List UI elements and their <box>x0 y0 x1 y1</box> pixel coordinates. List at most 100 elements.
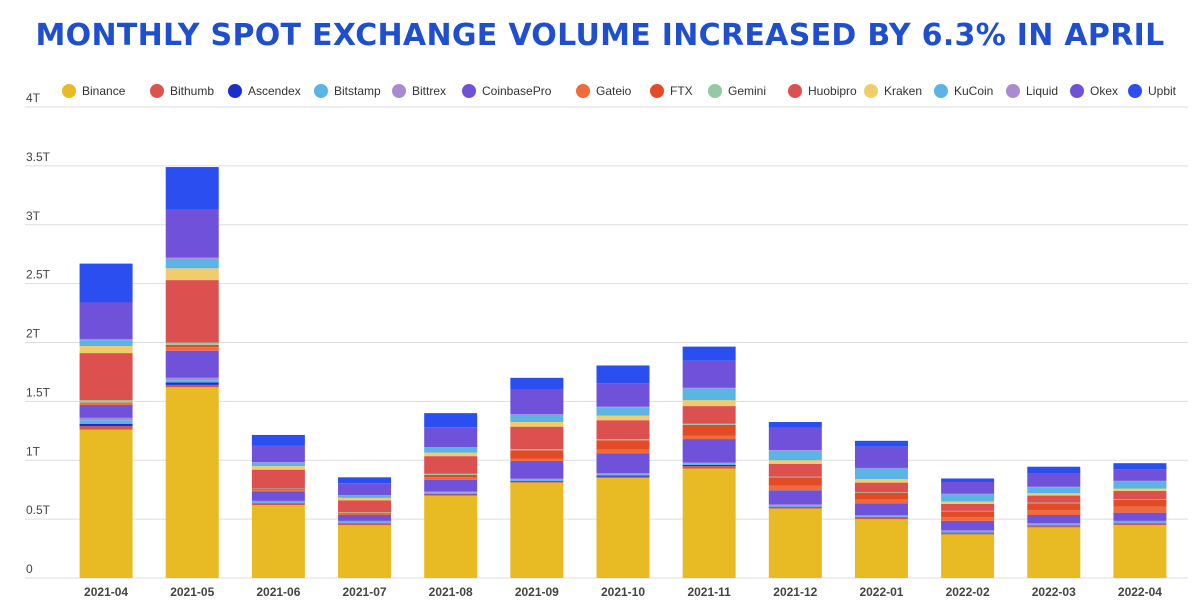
bars: 2021-04 2021-05 2021-06 2021-07 2021-08 2021-… <box>79 167 1167 599</box>
bar-segment-bittrex-2022-01 <box>854 515 908 517</box>
bar-segment-liquid-2021-05 <box>165 257 219 259</box>
bar-segment-gemini-2021-08 <box>424 473 478 475</box>
bar-segment-okex-2021-09 <box>510 389 564 415</box>
bar-segment-coinbasepro-2022-04 <box>1113 512 1167 521</box>
bar-segment-gemini-2022-03 <box>1027 502 1081 504</box>
bar-segment-bitstamp-2022-03 <box>1027 524 1081 526</box>
bar-segment-okex-2021-08 <box>424 427 478 448</box>
bar-segment-liquid-2022-02 <box>941 493 995 495</box>
bar-segment-gateio-2021-04 <box>79 402 133 405</box>
bar-segment-ascendex-2021-07 <box>338 523 392 524</box>
legend-label-binance: Binance <box>82 84 126 98</box>
bar-segment-binance-2021-12 <box>768 508 822 578</box>
x-tick-label-2021-06: 2021-06 <box>256 585 300 599</box>
bar-segment-okex-2022-04 <box>1113 469 1167 481</box>
legend-label-kucoin: KuCoin <box>954 84 993 98</box>
bar-segment-kucoin-2022-02 <box>941 494 995 502</box>
bar-segment-binance-2022-02 <box>941 534 995 578</box>
bar-segment-binance-2021-08 <box>424 495 478 578</box>
bar-segment-ftx-2021-12 <box>768 477 822 486</box>
bar-segment-bittrex-2022-03 <box>1027 523 1081 525</box>
bar-stack-2021-04 <box>79 263 133 578</box>
bar-stack-2021-07 <box>338 477 392 578</box>
bar-segment-ftx-2022-01 <box>854 492 908 500</box>
bar-segment-okex-2021-04 <box>79 302 133 339</box>
bar-segment-huobipro-2022-02 <box>941 503 995 511</box>
bar-segment-kraken-2022-04 <box>1113 488 1167 491</box>
bar-segment-coinbasepro-2022-01 <box>854 503 908 516</box>
legend-label-bittrex: Bittrex <box>412 84 446 98</box>
legend-item-ascendex: Ascendex <box>228 84 301 98</box>
bar-stack-2021-09 <box>510 377 564 578</box>
bar-segment-liquid-2021-09 <box>510 414 564 415</box>
bar-segment-okex-2022-01 <box>854 446 908 468</box>
bar-segment-kucoin-2022-04 <box>1113 481 1167 489</box>
legend-item-bittrex: Bittrex <box>392 84 446 98</box>
x-tick-label-2021-10: 2021-10 <box>601 585 645 599</box>
legend-swatch-bittrex <box>392 84 406 98</box>
bar-segment-ftx-2021-09 <box>510 450 564 459</box>
bar-segment-gateio-2021-08 <box>424 477 478 480</box>
bar-stack-2021-08 <box>424 413 478 578</box>
bar-segment-binance-2021-09 <box>510 482 564 578</box>
bar-segment-bitstamp-2021-10 <box>596 474 650 476</box>
bar-segment-bithumb-2021-04 <box>79 426 133 430</box>
legend-item-coinbasepro: CoinbasePro <box>462 84 552 98</box>
legend-label-ftx: FTX <box>670 84 693 98</box>
bar-segment-binance-2021-11 <box>682 468 736 578</box>
bar-segment-okex-2021-10 <box>596 383 650 407</box>
y-tick-label-2t: 2T <box>26 327 41 341</box>
bar-segment-huobipro-2021-05 <box>165 280 219 343</box>
bar-segment-coinbasepro-2021-12 <box>768 490 822 505</box>
bar-segment-gateio-2022-03 <box>1027 510 1081 516</box>
bar-segment-kucoin-2021-11 <box>682 388 736 401</box>
bar-segment-kraken-2021-07 <box>338 497 392 501</box>
bar-segment-bithumb-2021-12 <box>768 507 822 509</box>
bar-segment-bitstamp-2021-05 <box>165 380 219 383</box>
legend-label-ascendex: Ascendex <box>248 84 301 98</box>
bar-segment-okex-2021-12 <box>768 427 822 451</box>
bar-segment-coinbasepro-2022-03 <box>1027 515 1081 524</box>
x-tick-label-2021-05: 2021-05 <box>170 585 214 599</box>
legend: Binance Bithumb Ascendex Bitstamp Bittrex Coi… <box>62 84 1177 98</box>
bar-segment-okex-2022-03 <box>1027 473 1081 487</box>
bar-segment-kraken-2021-09 <box>510 421 564 427</box>
bar-segment-bittrex-2021-12 <box>768 504 822 506</box>
bar-segment-kucoin-2021-10 <box>596 407 650 416</box>
bar-segment-coinbasepro-2021-06 <box>251 491 305 501</box>
legend-swatch-bithumb <box>150 84 164 98</box>
legend-swatch-liquid <box>1006 84 1020 98</box>
bar-segment-huobipro-2022-03 <box>1027 495 1081 503</box>
bar-segment-liquid-2021-10 <box>596 406 650 408</box>
bar-segment-liquid-2022-03 <box>1027 486 1081 488</box>
bar-segment-kraken-2021-04 <box>79 346 133 354</box>
bar-segment-ascendex-2021-09 <box>510 480 564 482</box>
legend-label-liquid: Liquid <box>1026 84 1058 98</box>
bar-segment-gemini-2021-09 <box>510 449 564 451</box>
bar-segment-huobipro-2021-06 <box>251 469 305 489</box>
bar-segment-gemini-2021-06 <box>251 488 305 490</box>
legend-label-upbit: Upbit <box>1148 84 1177 98</box>
bar-segment-ascendex-2021-10 <box>596 475 650 477</box>
bar-segment-gemini-2021-10 <box>596 439 650 441</box>
bar-segment-bithumb-2021-11 <box>682 466 736 469</box>
bar-segment-ascendex-2021-12 <box>768 506 822 508</box>
bar-segment-kucoin-2021-06 <box>251 462 305 467</box>
legend-swatch-huobipro <box>788 84 802 98</box>
bar-segment-ascendex-2021-05 <box>165 382 219 385</box>
bar-segment-kucoin-2022-03 <box>1027 487 1081 494</box>
bar-segment-bitstamp-2022-04 <box>1113 522 1167 524</box>
bar-segment-coinbasepro-2021-07 <box>338 515 392 521</box>
legend-swatch-okex <box>1070 84 1084 98</box>
bar-segment-kucoin-2021-08 <box>424 447 478 453</box>
bar-segment-ascendex-2021-11 <box>682 464 736 467</box>
bar-segment-bithumb-2022-02 <box>941 533 995 535</box>
bar-segment-bitstamp-2022-02 <box>941 531 995 533</box>
bar-segment-upbit-2022-02 <box>941 478 995 483</box>
y-tick-label-0: 0 <box>26 562 33 576</box>
bar-segment-binance-2022-04 <box>1113 525 1167 578</box>
bar-segment-ftx-2021-08 <box>424 474 478 478</box>
bar-segment-ftx-2021-07 <box>338 512 392 514</box>
bar-segment-upbit-2021-10 <box>596 365 650 384</box>
bar-segment-bithumb-2021-07 <box>338 523 392 526</box>
